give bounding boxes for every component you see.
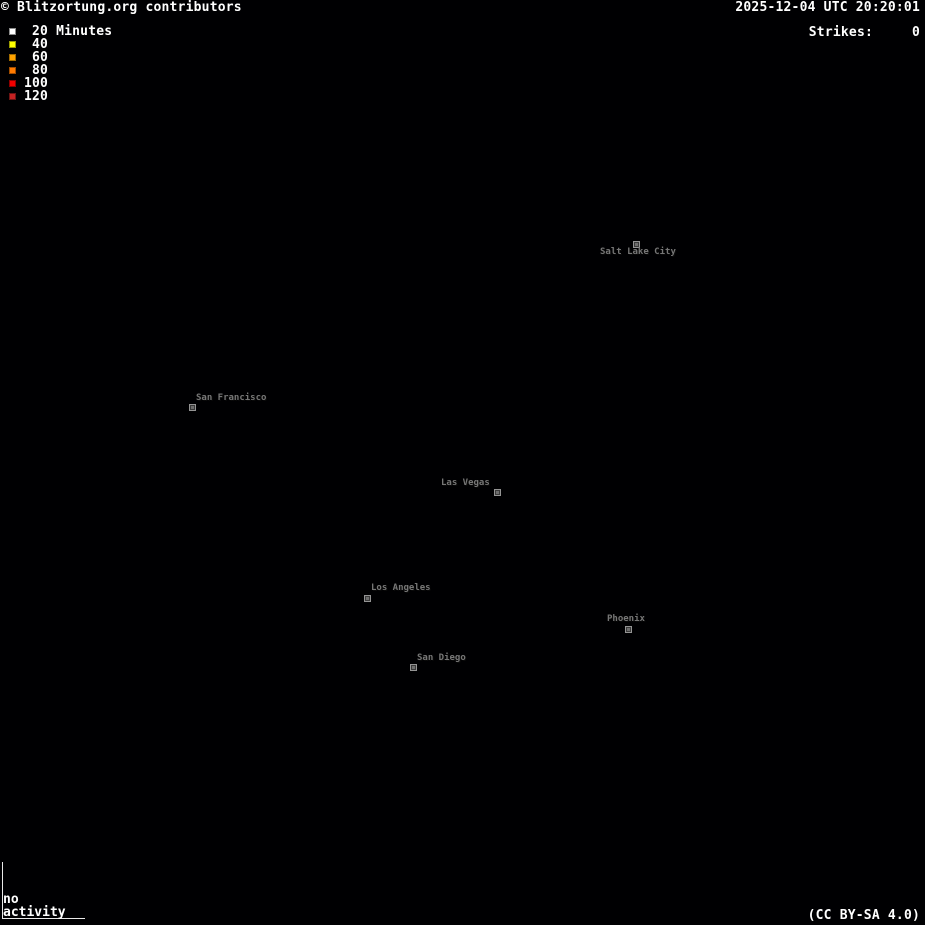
legend-label-60: 60 (24, 50, 49, 65)
legend-swatch-100-icon (9, 80, 16, 87)
legend-label-100: 100 (24, 76, 49, 91)
strikes-counter: Strikes: 0 (809, 26, 920, 39)
legend-label-40: 40 (24, 37, 49, 52)
city-label-phoenix: Phoenix (607, 614, 645, 624)
city-label-las-vegas: Las Vegas (441, 478, 490, 488)
legend-swatch-60-icon (9, 54, 16, 61)
legend-label-20: 20 Minutes (24, 24, 113, 39)
legend-item-60: 60 (9, 51, 112, 64)
legend-item-120: 120 (9, 90, 112, 103)
activity-graph-x-axis (2, 918, 85, 919)
legend-swatch-80-icon (9, 67, 16, 74)
legend-swatch-20-icon (9, 28, 16, 35)
legend-label-120: 120 (24, 89, 49, 104)
activity-status-line2: activity (3, 905, 66, 920)
activity-graph-y-axis (2, 862, 3, 919)
city-marker-salt-lake-city (633, 241, 640, 248)
strikes-label: Strikes: (808, 25, 873, 40)
city-label-los-angeles: Los Angeles (371, 583, 431, 593)
legend-item-20: 20 Minutes (9, 25, 112, 38)
datetime-text: 2025-12-04 UTC 20:20:01 (735, 0, 920, 15)
city-label-san-diego: San Diego (417, 653, 466, 663)
strikes-value: 0 (911, 25, 920, 40)
activity-status-line1: no (3, 892, 19, 907)
city-marker-san-diego (410, 664, 417, 671)
city-marker-los-angeles (364, 595, 371, 602)
attribution-text: © Blitzortung.org contributors (1, 0, 242, 15)
city-label-salt-lake-city: Salt Lake City (600, 247, 676, 257)
license-text: (CC BY-SA 4.0) (807, 908, 920, 923)
legend-item-100: 100 (9, 77, 112, 90)
city-label-san-francisco: San Francisco (196, 393, 267, 403)
city-marker-las-vegas (494, 489, 501, 496)
city-marker-phoenix (625, 626, 632, 633)
city-marker-san-francisco (189, 404, 196, 411)
legend-swatch-120-icon (9, 93, 16, 100)
legend-label-80: 80 (24, 63, 49, 78)
legend-item-40: 40 (9, 38, 112, 51)
legend: 20 Minutes 40 60 80 100 120 (9, 25, 112, 103)
legend-swatch-40-icon (9, 41, 16, 48)
legend-item-80: 80 (9, 64, 112, 77)
